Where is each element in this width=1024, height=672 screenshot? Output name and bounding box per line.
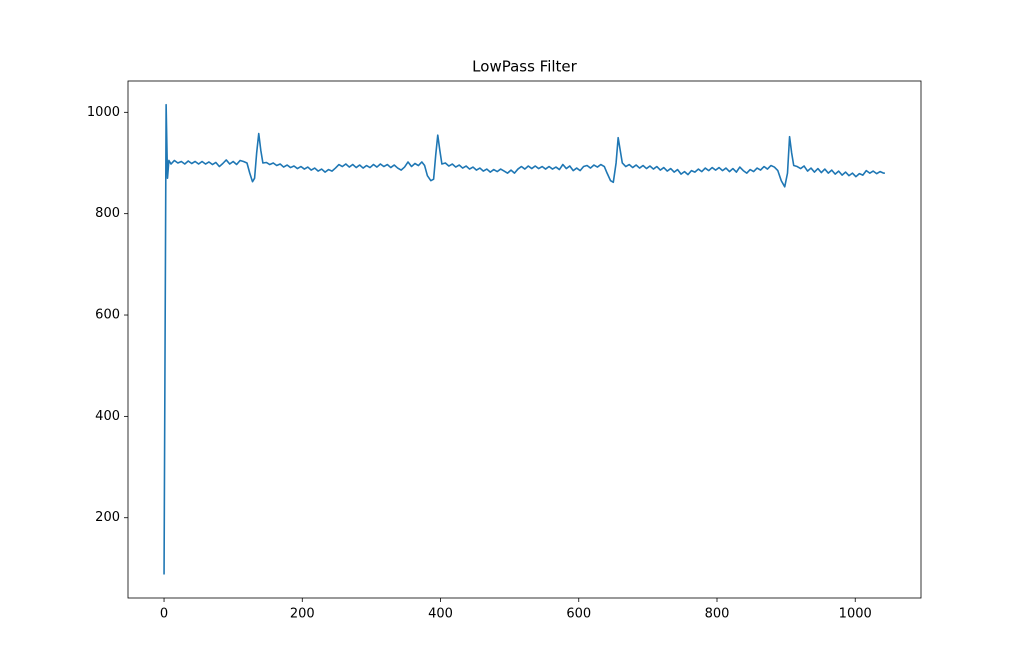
- x-tick-label: 0: [160, 607, 168, 622]
- y-tick-label: 200: [95, 510, 120, 525]
- x-tick-label: 600: [566, 607, 591, 622]
- x-tick-label: 200: [290, 607, 315, 622]
- x-tick-label: 1000: [839, 607, 872, 622]
- y-tick-label: 400: [95, 409, 120, 424]
- line: [163, 103, 885, 575]
- x-tick-label: 400: [428, 607, 453, 622]
- plot-frame: [127, 80, 922, 599]
- chart-title: LowPass Filter: [472, 58, 577, 76]
- y-tick-label: 800: [95, 206, 120, 221]
- y-tick-label: 1000: [87, 105, 120, 120]
- x-tick-label: 800: [705, 607, 730, 622]
- y-tick-label: 600: [95, 308, 120, 323]
